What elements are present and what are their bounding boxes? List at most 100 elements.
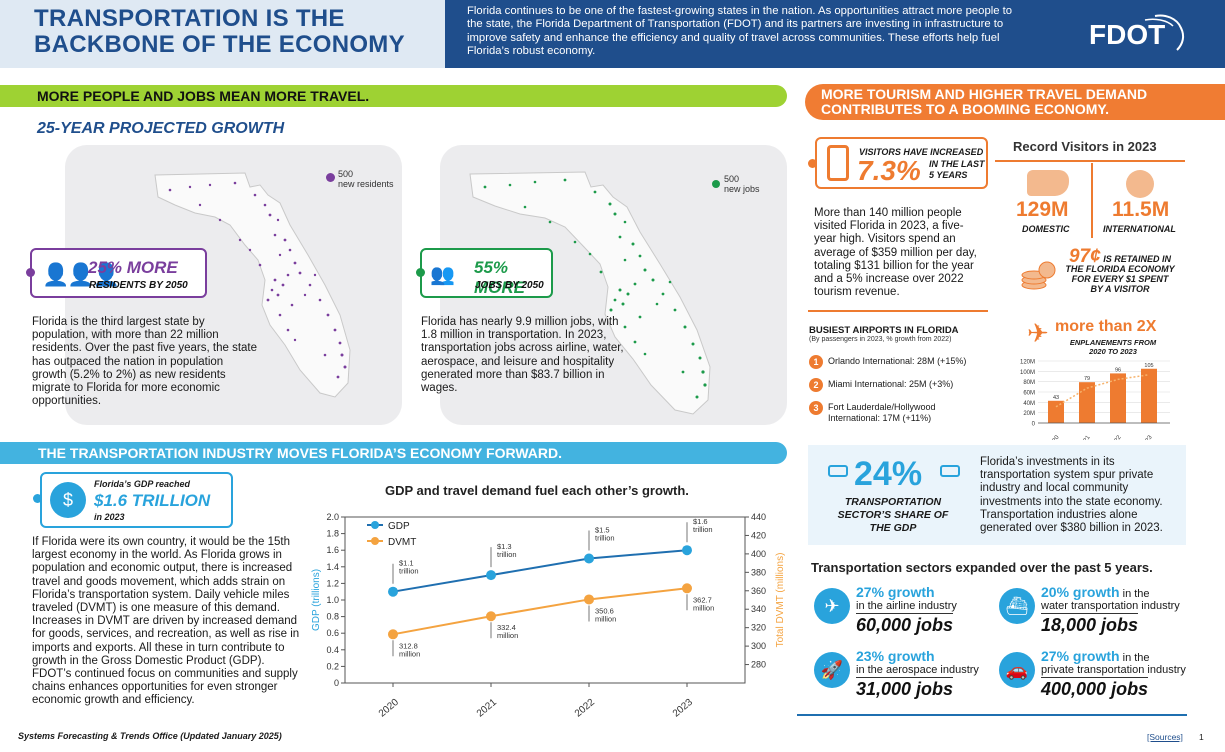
sector-growth-line: 23% growth bbox=[856, 648, 935, 666]
header-intro: Florida continues to be one of the faste… bbox=[467, 5, 1013, 58]
enplanements-chart: 0 20M 40M 60M 80M 100M 120M 43 2020 79 2021 96 2022 1… bbox=[1020, 360, 1170, 440]
y-tick-label: 1.6 bbox=[326, 545, 339, 555]
visitors-period-2: 5 YEARS bbox=[929, 170, 968, 180]
y-tick-label: 2.0 bbox=[326, 512, 339, 522]
legend-marker bbox=[371, 537, 379, 545]
gdp-value: $1.6 TRILLION bbox=[94, 491, 211, 510]
enplane-trend-line bbox=[1055, 374, 1150, 408]
residents-text: Florida is the third largest state by po… bbox=[32, 316, 257, 408]
data-point-gdp bbox=[584, 553, 594, 564]
jobs-callout: 👥 55% MORE JOBS BY 2050 bbox=[420, 248, 553, 298]
residents-legend-num: 500 bbox=[338, 169, 354, 179]
page-title: TRANSPORTATION IS THE BACKBONE OF THE EC… bbox=[34, 6, 434, 58]
data-label-unit: trillion bbox=[399, 567, 419, 576]
residents-sub: RESIDENTS BY 2050 bbox=[89, 280, 188, 291]
gdp-year: in 2023 bbox=[94, 512, 125, 522]
legend-label: GDP bbox=[388, 521, 410, 532]
y-tick-label: 0 bbox=[334, 678, 339, 688]
data-label-value: $1.3 bbox=[497, 542, 512, 551]
enplane-bar-label: 79 bbox=[1084, 376, 1090, 382]
jobs-legend: 500 new jobs bbox=[724, 174, 760, 194]
sector-growth: 27% growth bbox=[1041, 648, 1120, 664]
tourism-banner-line2: CONTRIBUTES TO A BOOMING ECONOMY. bbox=[821, 101, 1110, 117]
jobs-legend-label: new jobs bbox=[724, 184, 760, 194]
airports-title: BUSIEST AIRPORTS IN FLORIDA bbox=[809, 325, 959, 336]
sector-industry: in the aerospace industry bbox=[856, 664, 979, 676]
retained-text-4: BY A VISITOR bbox=[1090, 284, 1150, 294]
enplane-bar bbox=[1141, 368, 1157, 423]
data-label-value: $1.6 bbox=[693, 517, 708, 526]
data-label-value: 312.8 bbox=[399, 641, 418, 650]
y2-tick-label: 300 bbox=[751, 641, 766, 651]
tourism-banner-line1: MORE TOURISM AND HIGHER TRAVEL DEMAND bbox=[821, 86, 1148, 102]
residents-legend-dot bbox=[326, 173, 335, 182]
gdp-bullet bbox=[33, 494, 42, 503]
x-tick-label: 2022 bbox=[573, 697, 597, 720]
enplane-x-tick: 2020 bbox=[1048, 434, 1061, 440]
sector-growth: 27% growth bbox=[856, 584, 935, 600]
airport-name: Orlando International: 28M (+15%) bbox=[828, 356, 967, 366]
residents-bullet bbox=[26, 268, 35, 277]
x-tick-label: 2020 bbox=[377, 697, 401, 720]
residents-florida-map bbox=[154, 172, 351, 398]
sector-growth: 23% growth bbox=[856, 648, 935, 664]
data-point-gdp bbox=[388, 586, 398, 597]
people-icon: 👤👤👤 bbox=[42, 262, 120, 287]
visitors-period: IN THE LAST 5 YEARS bbox=[929, 159, 985, 181]
visitors-bullet bbox=[808, 159, 817, 168]
y-tick-label: 0.4 bbox=[326, 645, 339, 655]
globe-money-icon: $ bbox=[50, 482, 86, 518]
x-tick-label: 2023 bbox=[671, 697, 695, 720]
retained-text-1: IS RETAINED IN bbox=[1103, 254, 1172, 264]
enplane-x-tick: 2023 bbox=[1141, 434, 1154, 440]
globe-icon bbox=[1126, 170, 1154, 198]
y2-tick-label: 340 bbox=[751, 604, 766, 614]
sector-growth: 20% growth bbox=[1041, 584, 1120, 600]
airports-divider bbox=[808, 310, 988, 312]
y2-tick-label: 360 bbox=[751, 586, 766, 596]
series-line-dvmt bbox=[392, 587, 688, 636]
y-tick-label: 0.8 bbox=[326, 612, 339, 622]
share-label-1: TRANSPORTATION bbox=[844, 496, 942, 508]
enplane-y-tick: 20M bbox=[1023, 411, 1035, 417]
data-label-unit: million bbox=[399, 649, 420, 658]
legend-label: DVMT bbox=[388, 537, 416, 548]
page-number: 1 bbox=[1199, 732, 1204, 742]
enplane-y-tick: 40M bbox=[1023, 401, 1035, 407]
airport-row: 3 Fort Lauderdale/Hollywood International… bbox=[809, 401, 989, 424]
visitors-label: VISITORS HAVE INCREASED bbox=[859, 147, 984, 157]
enplane-value: more than 2X bbox=[1055, 318, 1157, 335]
y2-tick-label: 320 bbox=[751, 623, 766, 633]
record-divider-v bbox=[1091, 163, 1093, 238]
residents-legend-label: new residents bbox=[338, 179, 394, 189]
header-left-panel bbox=[0, 0, 445, 68]
train-icon-left bbox=[828, 465, 848, 477]
data-label-unit: million bbox=[497, 631, 518, 640]
sector-item: 🚗 27% growth in the private transportation… bbox=[997, 648, 1186, 708]
footer-office: Systems Forecasting & Trends Office (Upd… bbox=[18, 731, 282, 741]
title-line-2: BACKBONE OF THE ECONOMY bbox=[34, 31, 405, 58]
airport-rank-badge: 1 bbox=[809, 355, 823, 369]
data-point-dvmt bbox=[486, 611, 496, 622]
sector-industry: private transportation industry bbox=[1041, 664, 1186, 676]
ship-icon: ⛴ bbox=[999, 588, 1035, 624]
data-label-unit: trillion bbox=[497, 550, 517, 559]
enplane-label: ENPLANEMENTS FROM 2020 TO 2023 bbox=[1058, 338, 1168, 356]
economy-text: If Florida were its own country, it woul… bbox=[32, 536, 300, 707]
residents-pct: 25% MORE bbox=[88, 258, 178, 277]
share-label-2: SECTOR’S SHARE OF bbox=[837, 509, 949, 521]
data-point-gdp bbox=[682, 545, 692, 556]
enplane-y-tick: 120M bbox=[1020, 360, 1035, 366]
y-tick-label: 1.0 bbox=[326, 595, 339, 605]
share-pct: 24% bbox=[854, 455, 923, 493]
data-point-dvmt bbox=[584, 594, 594, 605]
people-jobs-banner-text: MORE PEOPLE AND JOBS MEAN MORE TRAVEL. bbox=[37, 88, 370, 104]
jobs-sub: JOBS BY 2050 bbox=[475, 280, 544, 291]
airport-row: 2 Miami International: 25M (+3%) bbox=[809, 378, 989, 392]
enplane-y-tick: 100M bbox=[1020, 370, 1035, 376]
suitcase-icon bbox=[827, 145, 849, 181]
visitors-callout: VISITORS HAVE INCREASED 7.3% IN THE LAST… bbox=[815, 137, 988, 189]
y-axis-label: GDP (trillions) bbox=[311, 569, 322, 631]
sources-link[interactable]: [Sources] bbox=[1147, 732, 1183, 742]
airplane-small-icon: ✈ bbox=[1027, 318, 1049, 348]
